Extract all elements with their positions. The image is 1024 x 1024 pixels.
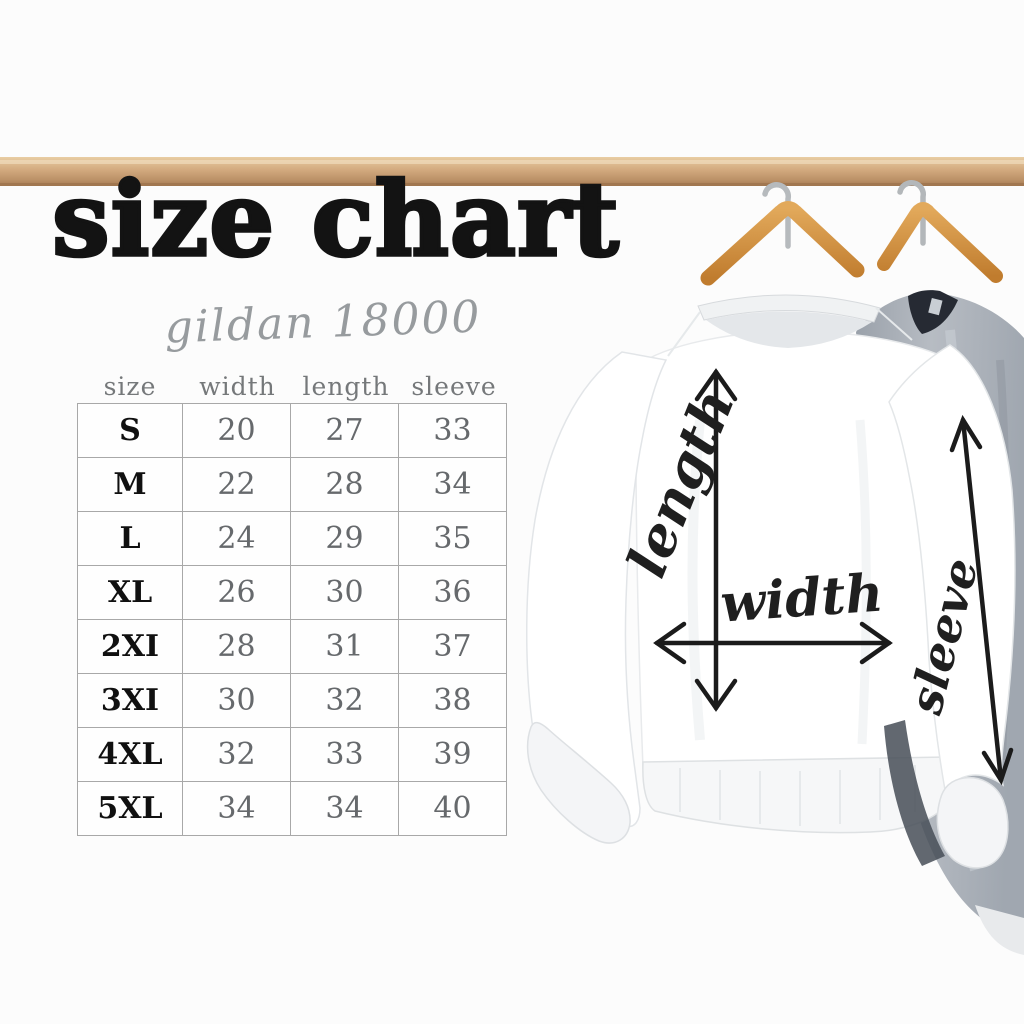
measurement-arrows bbox=[653, 368, 1014, 786]
gray-hanger-icon bbox=[877, 180, 1003, 283]
width-label: width bbox=[718, 562, 885, 634]
sleeve-cell: 36 bbox=[398, 565, 507, 620]
size-cell: XL bbox=[77, 565, 183, 620]
length-cell: 34 bbox=[290, 781, 399, 836]
length-cell: 29 bbox=[290, 511, 399, 566]
column-header-size: size bbox=[103, 372, 157, 401]
size-cell: M bbox=[77, 457, 183, 512]
size-cell: L bbox=[77, 511, 183, 566]
page-title: size chart bbox=[50, 158, 620, 282]
sleeve-cell: 38 bbox=[398, 673, 507, 728]
white-hanger-icon bbox=[700, 182, 865, 286]
size-cell: S bbox=[77, 403, 183, 458]
table-row: M 22 28 34 bbox=[77, 457, 507, 512]
size-table-grid: S 20 27 33 M 22 28 34 L 24 29 35 XL 26 30 36 2XI 28 31 37 3X… bbox=[77, 403, 507, 836]
table-row: 4XL 32 33 39 bbox=[77, 727, 507, 782]
table-row: XL 26 30 36 bbox=[77, 565, 507, 620]
column-header-length: length bbox=[302, 372, 390, 401]
sleeve-cell: 40 bbox=[398, 781, 507, 836]
length-cell: 31 bbox=[290, 619, 399, 674]
table-row: 3XI 30 32 38 bbox=[77, 673, 507, 728]
width-cell: 24 bbox=[182, 511, 291, 566]
table-row: L 24 29 35 bbox=[77, 511, 507, 566]
table-row: 2XI 28 31 37 bbox=[77, 619, 507, 674]
sleeve-cell: 37 bbox=[398, 619, 507, 674]
length-cell: 33 bbox=[290, 727, 399, 782]
size-table: size width length sleeve S 20 27 33 M 22 28 34 L 24 2… bbox=[77, 372, 508, 836]
column-header-sleeve: sleeve bbox=[411, 372, 497, 401]
width-cell: 30 bbox=[182, 673, 291, 728]
size-cell: 5XL bbox=[77, 781, 183, 836]
size-cell: 3XI bbox=[77, 673, 183, 728]
length-cell: 27 bbox=[290, 403, 399, 458]
size-cell: 4XL bbox=[77, 727, 183, 782]
width-arrow-icon bbox=[653, 621, 893, 665]
sleeve-arrow-icon bbox=[949, 414, 1014, 786]
column-header-width: width bbox=[199, 372, 276, 401]
width-cell: 34 bbox=[182, 781, 291, 836]
sleeve-cell: 34 bbox=[398, 457, 507, 512]
length-cell: 30 bbox=[290, 565, 399, 620]
sleeve-cell: 35 bbox=[398, 511, 507, 566]
table-header-row: size width length sleeve bbox=[77, 372, 508, 401]
wooden-rod-icon bbox=[0, 157, 1024, 186]
sleeve-cell: 33 bbox=[398, 403, 507, 458]
width-cell: 28 bbox=[182, 619, 291, 674]
width-cell: 32 bbox=[182, 727, 291, 782]
width-cell: 20 bbox=[182, 403, 291, 458]
width-cell: 26 bbox=[182, 565, 291, 620]
table-row: 5XL 34 34 40 bbox=[77, 781, 507, 836]
size-cell: 2XI bbox=[77, 619, 183, 674]
length-cell: 32 bbox=[290, 673, 399, 728]
table-row: S 20 27 33 bbox=[77, 403, 507, 458]
sleeve-cell: 39 bbox=[398, 727, 507, 782]
length-cell: 28 bbox=[290, 457, 399, 512]
width-cell: 22 bbox=[182, 457, 291, 512]
length-arrow-icon bbox=[694, 368, 738, 712]
